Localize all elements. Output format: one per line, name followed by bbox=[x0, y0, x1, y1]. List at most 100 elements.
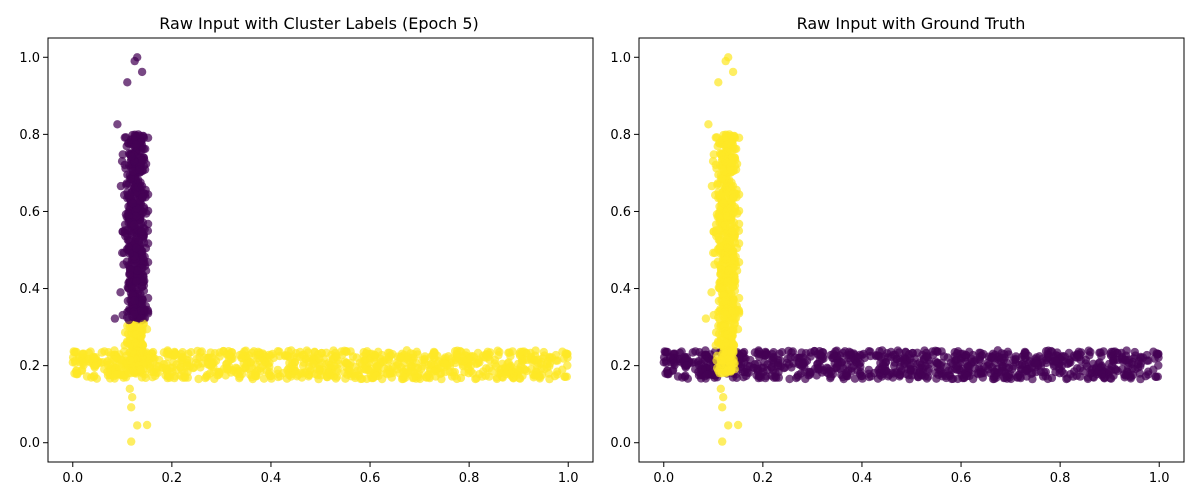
right-outlier-point bbox=[704, 120, 713, 129]
left-data-point bbox=[540, 351, 549, 360]
right-data-point bbox=[962, 371, 972, 381]
left-data-point bbox=[533, 370, 542, 379]
left-data-point bbox=[289, 352, 298, 361]
left-data-point bbox=[146, 364, 155, 374]
right-data-point bbox=[773, 362, 783, 371]
right-data-point bbox=[720, 310, 730, 319]
right-data-point bbox=[724, 266, 733, 275]
left-data-point bbox=[481, 371, 490, 380]
right-data-point bbox=[1072, 371, 1081, 380]
left-data-point bbox=[125, 190, 135, 200]
left-data-point bbox=[126, 173, 135, 183]
right-data-point bbox=[729, 193, 738, 202]
left-data-point bbox=[134, 323, 144, 332]
right-data-point bbox=[716, 265, 726, 274]
left-data-point bbox=[558, 347, 567, 356]
left-chart-x-axis: 0.0 0.2 0.4 0.6 0.8 1.0 bbox=[62, 462, 579, 486]
left-data-point bbox=[398, 354, 408, 363]
left-data-point bbox=[134, 236, 144, 246]
right-data-point bbox=[850, 374, 860, 383]
right-data-point bbox=[709, 150, 718, 159]
left-data-point bbox=[448, 368, 458, 377]
left-data-point bbox=[178, 373, 188, 382]
left-data-point bbox=[563, 361, 572, 370]
right-data-point bbox=[728, 156, 738, 165]
right-data-point bbox=[759, 367, 768, 377]
right-data-point bbox=[768, 355, 778, 364]
right-data-point bbox=[866, 347, 875, 356]
left-data-point bbox=[162, 359, 171, 369]
right-data-point bbox=[932, 359, 942, 368]
right-data-point bbox=[963, 362, 972, 372]
right-data-point bbox=[733, 209, 742, 218]
left-data-point bbox=[313, 371, 322, 380]
left-data-point bbox=[299, 350, 309, 359]
right-data-point bbox=[727, 347, 736, 357]
left-data-point bbox=[430, 348, 439, 357]
right-data-point bbox=[884, 370, 894, 379]
left-data-point bbox=[561, 372, 570, 381]
left-data-point bbox=[69, 347, 78, 356]
left-data-point bbox=[485, 363, 494, 373]
right-x-tick-label: 0.6 bbox=[951, 471, 972, 486]
right-data-point bbox=[788, 347, 797, 356]
left-data-point bbox=[352, 353, 361, 362]
right-data-point bbox=[979, 350, 988, 359]
left-data-point bbox=[224, 364, 233, 374]
left-data-point bbox=[545, 374, 554, 384]
right-y-tick-label: 1.0 bbox=[610, 51, 631, 66]
right-data-point bbox=[986, 369, 995, 378]
right-x-tick-label: 1.0 bbox=[1149, 471, 1170, 486]
right-data-point bbox=[879, 361, 888, 370]
left-data-point bbox=[132, 329, 141, 339]
right-data-point bbox=[722, 140, 732, 150]
left-y-tick-label: 0.4 bbox=[19, 282, 40, 297]
left-data-point bbox=[129, 366, 139, 375]
right-data-point bbox=[844, 347, 854, 356]
left-data-point bbox=[317, 348, 326, 358]
right-data-point bbox=[1136, 374, 1145, 384]
right-x-tick-label: 0.2 bbox=[753, 471, 774, 486]
left-data-point bbox=[89, 372, 99, 381]
left-data-point bbox=[440, 358, 449, 368]
right-data-point bbox=[712, 164, 721, 173]
left-data-point bbox=[215, 368, 224, 378]
right-data-point bbox=[725, 323, 735, 332]
left-data-point bbox=[323, 372, 332, 382]
left-data-point bbox=[131, 140, 141, 150]
right-data-point bbox=[783, 354, 792, 363]
right-data-point bbox=[974, 370, 983, 379]
left-data-point bbox=[182, 362, 192, 371]
right-data-point bbox=[827, 367, 836, 376]
right-data-point bbox=[815, 364, 824, 374]
right-data-point bbox=[830, 359, 839, 368]
left-data-point bbox=[472, 359, 481, 369]
right-outlier-point bbox=[719, 393, 728, 402]
right-data-point bbox=[723, 329, 732, 339]
right-data-point bbox=[720, 366, 730, 375]
right-outlier-point bbox=[721, 56, 730, 66]
left-data-point bbox=[111, 370, 121, 379]
left-outlier-point bbox=[142, 420, 152, 430]
right-data-point bbox=[815, 357, 824, 366]
left-data-point bbox=[129, 220, 139, 230]
right-data-point bbox=[1051, 356, 1060, 365]
left-data-point bbox=[481, 353, 491, 362]
left-data-point bbox=[293, 370, 303, 379]
left-data-point bbox=[460, 356, 469, 365]
left-outlier-point bbox=[113, 120, 122, 129]
right-data-point bbox=[854, 353, 863, 363]
left-data-point bbox=[259, 374, 269, 383]
right-data-point bbox=[1076, 363, 1085, 373]
right-chart-y-axis: 0.0 0.2 0.4 0.6 0.8 1.0 bbox=[610, 51, 639, 451]
right-data-point bbox=[943, 353, 952, 362]
right-data-point bbox=[682, 361, 691, 370]
right-data-point bbox=[904, 371, 913, 380]
left-data-point bbox=[143, 133, 153, 142]
left-x-tick-label: 0.4 bbox=[261, 471, 282, 486]
right-data-point bbox=[717, 356, 726, 365]
left-data-point bbox=[124, 212, 133, 221]
right-data-point bbox=[1095, 358, 1104, 367]
right-data-point bbox=[691, 347, 700, 356]
